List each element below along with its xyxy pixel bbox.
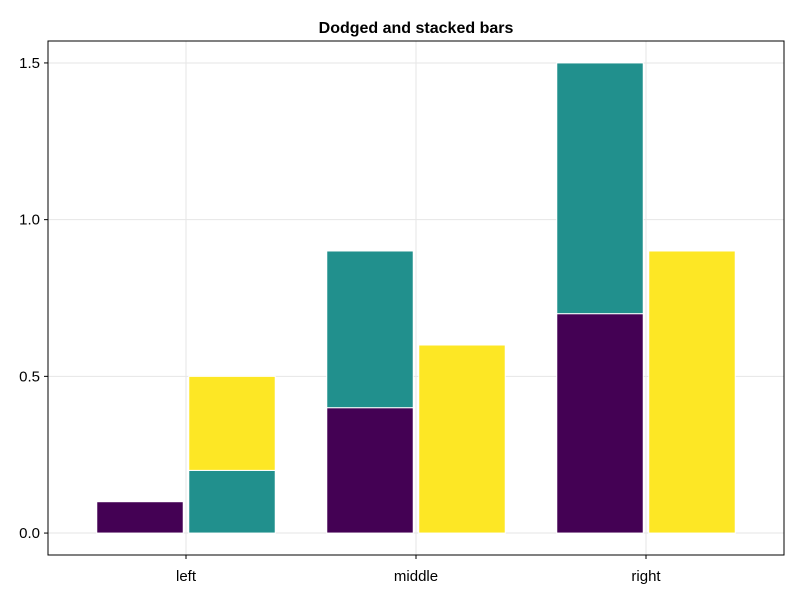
y-tick-label: 0.5 — [19, 368, 40, 385]
axes: 0.0 0.5 1.0 1.5 left middle right — [19, 55, 661, 585]
x-tick-label: middle — [394, 568, 438, 585]
y-tick-label: 1.5 — [19, 55, 40, 72]
chart-title: Dodged and stacked bars — [319, 20, 514, 37]
bar — [96, 501, 184, 534]
bar — [556, 62, 644, 315]
bar — [648, 250, 736, 534]
bar — [188, 469, 276, 534]
bar — [326, 250, 414, 409]
x-tick-label: left — [176, 568, 197, 585]
bar — [188, 375, 276, 471]
bar — [556, 313, 644, 534]
x-tick-label: right — [631, 568, 661, 585]
y-tick-label: 0.0 — [19, 525, 40, 542]
bar — [326, 407, 414, 534]
bars — [96, 62, 736, 534]
bar — [418, 344, 506, 534]
y-tick-label: 1.0 — [19, 212, 40, 229]
